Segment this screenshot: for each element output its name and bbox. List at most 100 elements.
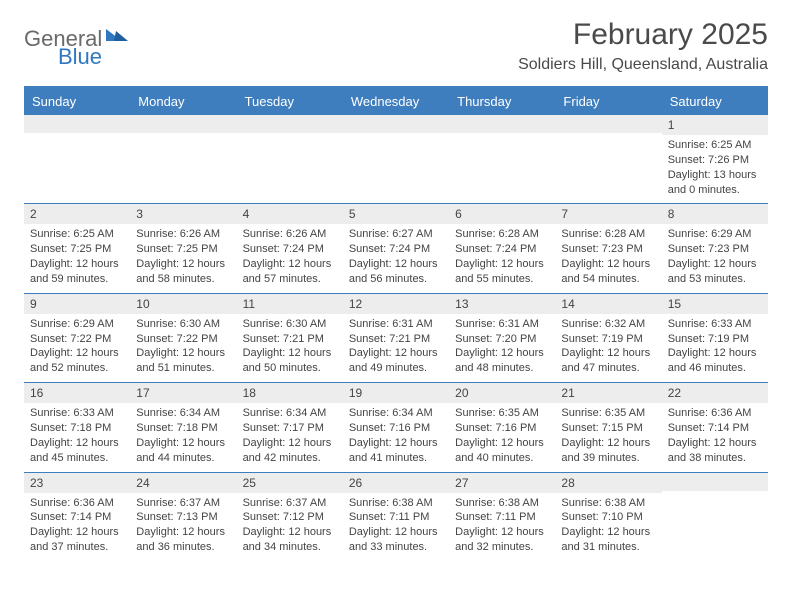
day-body: Sunrise: 6:38 AMSunset: 7:11 PMDaylight:… [343, 493, 449, 561]
day-body [24, 133, 130, 142]
sunrise-text: Sunrise: 6:28 AM [561, 227, 655, 242]
sunrise-text: Sunrise: 6:28 AM [455, 227, 549, 242]
day-number: 25 [237, 473, 343, 493]
day-cell [343, 115, 449, 203]
daylight-text: Daylight: 12 hours and 54 minutes. [561, 257, 655, 287]
brand-word-2: Blue [58, 44, 102, 70]
day-body: Sunrise: 6:29 AMSunset: 7:22 PMDaylight:… [24, 314, 130, 382]
sunrise-text: Sunrise: 6:38 AM [561, 496, 655, 511]
location-subtitle: Soldiers Hill, Queensland, Australia [518, 56, 768, 74]
day-cell: 3Sunrise: 6:26 AMSunset: 7:25 PMDaylight… [130, 204, 236, 292]
day-body: Sunrise: 6:28 AMSunset: 7:23 PMDaylight:… [555, 224, 661, 292]
sunrise-text: Sunrise: 6:26 AM [136, 227, 230, 242]
week-row: 2Sunrise: 6:25 AMSunset: 7:25 PMDaylight… [24, 203, 768, 292]
sunset-text: Sunset: 7:10 PM [561, 510, 655, 525]
daylight-text: Daylight: 12 hours and 42 minutes. [243, 436, 337, 466]
week-row: 23Sunrise: 6:36 AMSunset: 7:14 PMDayligh… [24, 472, 768, 561]
day-cell [24, 115, 130, 203]
daylight-text: Daylight: 12 hours and 48 minutes. [455, 346, 549, 376]
day-header: Thursday [449, 88, 555, 115]
sunset-text: Sunset: 7:24 PM [349, 242, 443, 257]
day-body [555, 133, 661, 142]
day-cell: 15Sunrise: 6:33 AMSunset: 7:19 PMDayligh… [662, 294, 768, 382]
day-number: 9 [24, 294, 130, 314]
day-number: 2 [24, 204, 130, 224]
sunrise-text: Sunrise: 6:33 AM [668, 317, 762, 332]
day-number [24, 115, 130, 133]
sunset-text: Sunset: 7:16 PM [349, 421, 443, 436]
daylight-text: Daylight: 12 hours and 31 minutes. [561, 525, 655, 555]
day-cell [130, 115, 236, 203]
day-number: 22 [662, 383, 768, 403]
weeks-container: 1Sunrise: 6:25 AMSunset: 7:26 PMDaylight… [24, 115, 768, 561]
day-cell: 20 Sunrise: 6:35 AMSunset: 7:16 PMDayligh… [449, 383, 555, 471]
day-cell: 14Sunrise: 6:32 AMSunset: 7:19 PMDayligh… [555, 294, 661, 382]
day-body [662, 491, 768, 500]
day-number: 20 [449, 383, 555, 403]
daylight-text: Daylight: 12 hours and 49 minutes. [349, 346, 443, 376]
sunset-text: Sunset: 7:19 PM [561, 332, 655, 347]
daylight-text: Daylight: 12 hours and 32 minutes. [455, 525, 549, 555]
day-body: Sunrise: 6:31 AMSunset: 7:21 PMDaylight:… [343, 314, 449, 382]
day-header-row: Sunday Monday Tuesday Wednesday Thursday… [24, 88, 768, 115]
day-body: Sunrise: 6:35 AMSunset: 7:15 PMDaylight:… [555, 403, 661, 471]
day-cell: 16Sunrise: 6:33 AMSunset: 7:18 PMDayligh… [24, 383, 130, 471]
sunset-text: Sunset: 7:17 PM [243, 421, 337, 436]
day-cell: 13Sunrise: 6:31 AMSunset: 7:20 PMDayligh… [449, 294, 555, 382]
daylight-text: Daylight: 12 hours and 52 minutes. [30, 346, 124, 376]
sunset-text: Sunset: 7:14 PM [30, 510, 124, 525]
daylight-text: Daylight: 12 hours and 46 minutes. [668, 346, 762, 376]
day-header: Wednesday [343, 88, 449, 115]
daylight-text: Daylight: 12 hours and 38 minutes. [668, 436, 762, 466]
day-header: Tuesday [237, 88, 343, 115]
sunset-text: Sunset: 7:25 PM [30, 242, 124, 257]
day-number: 16 [24, 383, 130, 403]
sunrise-text: Sunrise: 6:38 AM [349, 496, 443, 511]
day-body: Sunrise: 6:25 AMSunset: 7:25 PMDaylight:… [24, 224, 130, 292]
day-body [449, 133, 555, 142]
day-cell: 10Sunrise: 6:30 AMSunset: 7:22 PMDayligh… [130, 294, 236, 382]
sunrise-text: Sunrise: 6:27 AM [349, 227, 443, 242]
day-number: 5 [343, 204, 449, 224]
header: General February 2025 Soldiers Hill, Que… [24, 18, 768, 74]
sunrise-text: Sunrise: 6:31 AM [349, 317, 443, 332]
day-cell: 26Sunrise: 6:38 AMSunset: 7:11 PMDayligh… [343, 473, 449, 561]
sunset-text: Sunset: 7:25 PM [136, 242, 230, 257]
day-cell: 28Sunrise: 6:38 AMSunset: 7:10 PMDayligh… [555, 473, 661, 561]
week-row: 9Sunrise: 6:29 AMSunset: 7:22 PMDaylight… [24, 293, 768, 382]
sunrise-text: Sunrise: 6:30 AM [136, 317, 230, 332]
day-body: Sunrise: 6:26 AMSunset: 7:24 PMDaylight:… [237, 224, 343, 292]
daylight-text: Daylight: 12 hours and 50 minutes. [243, 346, 337, 376]
day-body: Sunrise: 6:37 AMSunset: 7:13 PMDaylight:… [130, 493, 236, 561]
sunrise-text: Sunrise: 6:37 AM [136, 496, 230, 511]
day-number: 12 [343, 294, 449, 314]
sunrise-text: Sunrise: 6:35 AM [455, 406, 549, 421]
sunset-text: Sunset: 7:12 PM [243, 510, 337, 525]
sunrise-text: Sunrise: 6:25 AM [668, 138, 762, 153]
day-cell: 8Sunrise: 6:29 AMSunset: 7:23 PMDaylight… [662, 204, 768, 292]
day-body: Sunrise: 6:34 AMSunset: 7:18 PMDaylight:… [130, 403, 236, 471]
day-body [237, 133, 343, 142]
daylight-text: Daylight: 12 hours and 39 minutes. [561, 436, 655, 466]
daylight-text: Daylight: 12 hours and 33 minutes. [349, 525, 443, 555]
day-cell [449, 115, 555, 203]
day-body: Sunrise: 6:30 AMSunset: 7:22 PMDaylight:… [130, 314, 236, 382]
sunset-text: Sunset: 7:16 PM [455, 421, 549, 436]
day-cell: 9Sunrise: 6:29 AMSunset: 7:22 PMDaylight… [24, 294, 130, 382]
sunrise-text: Sunrise: 6:32 AM [561, 317, 655, 332]
day-cell: 27Sunrise: 6:38 AMSunset: 7:11 PMDayligh… [449, 473, 555, 561]
daylight-text: Daylight: 12 hours and 47 minutes. [561, 346, 655, 376]
daylight-text: Daylight: 12 hours and 58 minutes. [136, 257, 230, 287]
day-body: Sunrise: 6:25 AMSunset: 7:26 PMDaylight:… [662, 135, 768, 203]
day-number: 18 [237, 383, 343, 403]
sunrise-text: Sunrise: 6:33 AM [30, 406, 124, 421]
day-cell: 5Sunrise: 6:27 AMSunset: 7:24 PMDaylight… [343, 204, 449, 292]
sunset-text: Sunset: 7:11 PM [455, 510, 549, 525]
day-cell: 22Sunrise: 6:36 AMSunset: 7:14 PMDayligh… [662, 383, 768, 471]
day-body: Sunrise: 6:33 AMSunset: 7:19 PMDaylight:… [662, 314, 768, 382]
day-cell: 18Sunrise: 6:34 AMSunset: 7:17 PMDayligh… [237, 383, 343, 471]
daylight-text: Daylight: 12 hours and 40 minutes. [455, 436, 549, 466]
day-cell: 1Sunrise: 6:25 AMSunset: 7:26 PMDaylight… [662, 115, 768, 203]
day-number: 1 [662, 115, 768, 135]
day-cell [555, 115, 661, 203]
